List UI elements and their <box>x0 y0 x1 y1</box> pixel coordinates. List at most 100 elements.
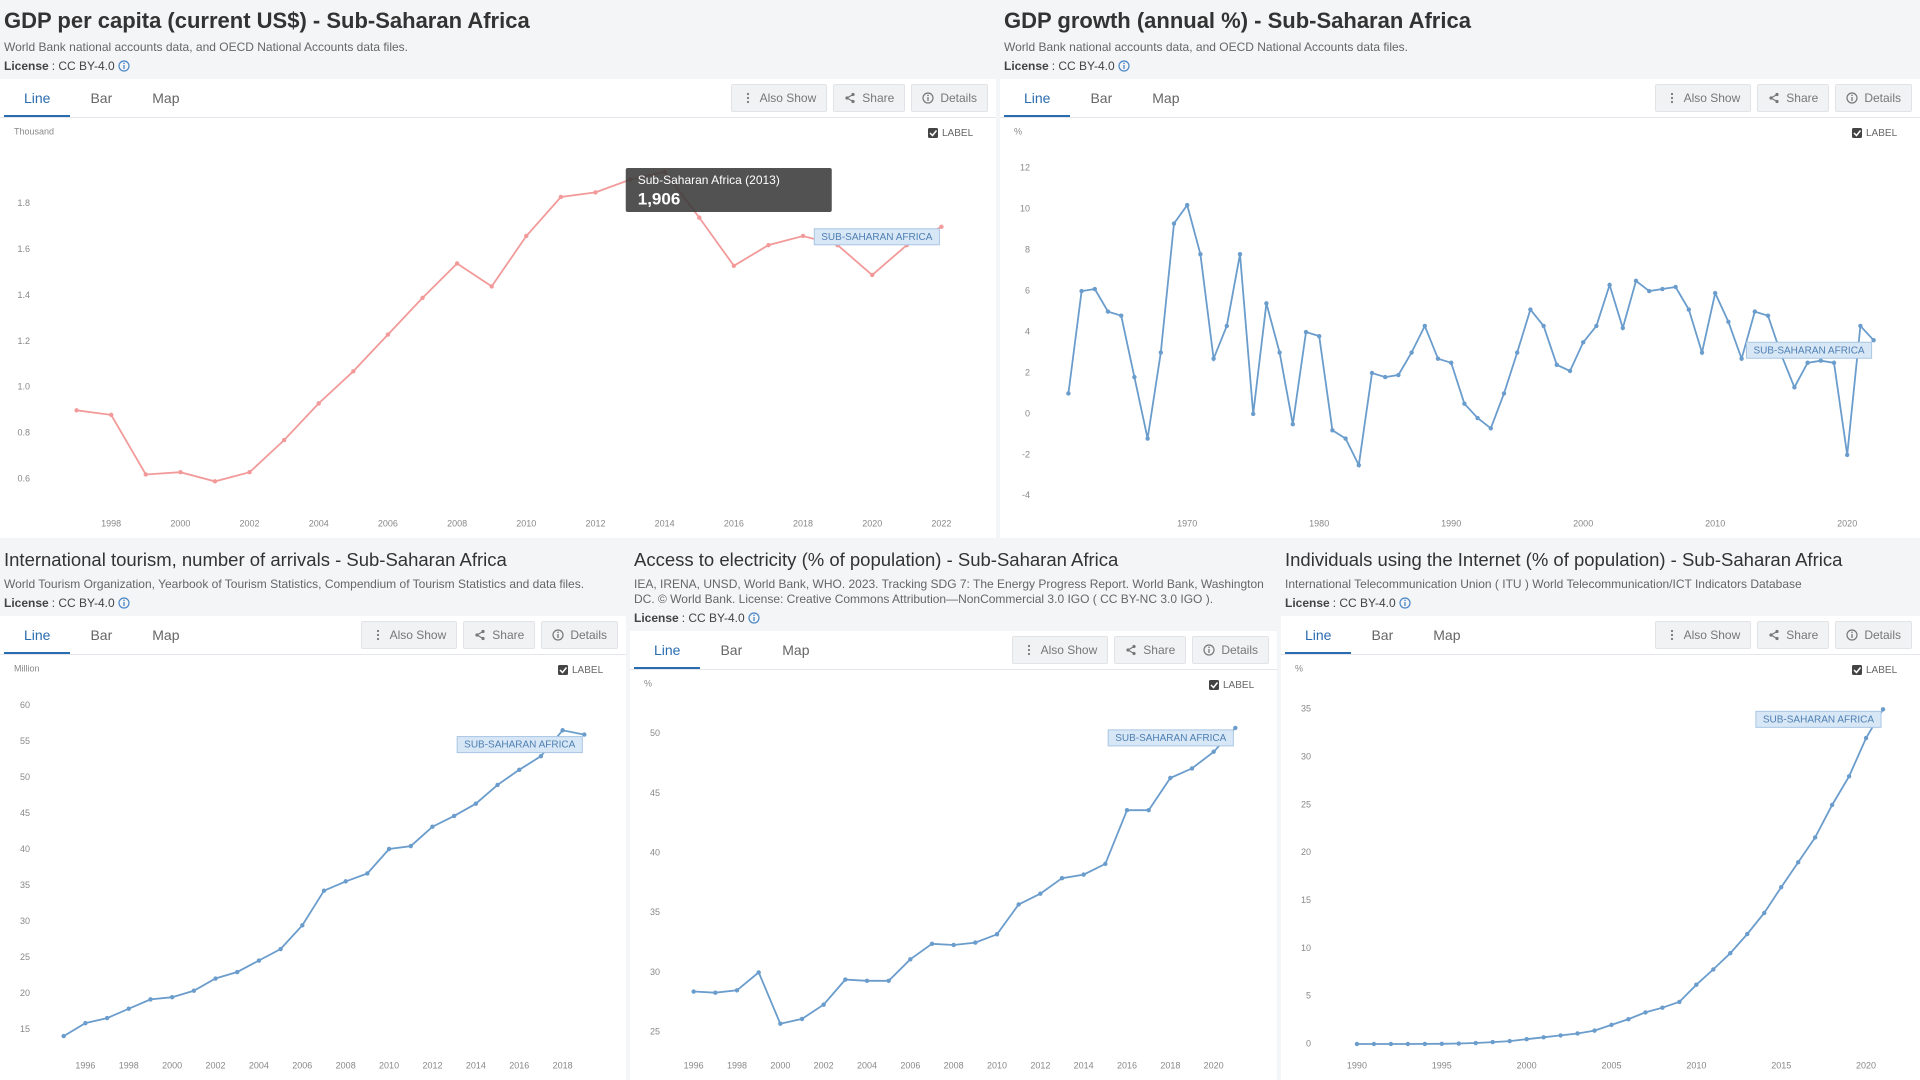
point <box>1620 325 1625 331</box>
toolbar: Line Bar Map Also Show Share Details <box>0 79 996 118</box>
point <box>1422 323 1427 329</box>
toolbar-button[interactable]: Share <box>1114 636 1187 664</box>
chart-tab[interactable]: Bar <box>720 642 743 658</box>
dot <box>1132 651 1136 656</box>
dot <box>1027 648 1030 652</box>
toolbar-button[interactable]: Details <box>1835 621 1912 649</box>
point <box>1405 1041 1411 1047</box>
y-tick-label: 1.4 <box>17 290 30 300</box>
point <box>1575 1031 1580 1036</box>
chart-tab[interactable]: Bar <box>1371 627 1394 643</box>
series-label-text: SUB-SAHARAN AFRICA <box>1753 345 1864 356</box>
point <box>538 753 544 759</box>
point <box>1711 967 1716 972</box>
button-label: Share <box>1786 91 1819 105</box>
chart-title: GDP per capita (current US$) - Sub-Sahar… <box>4 8 530 33</box>
toolbar-button[interactable]: Details <box>1192 636 1269 664</box>
chart-tab[interactable]: Line <box>4 79 71 117</box>
toolbar-button[interactable]: Details <box>911 84 988 112</box>
x-tick-label: 2012 <box>585 518 605 528</box>
panel-header: GDP per capita (current US$) - Sub-Sahar… <box>0 0 996 79</box>
chart-tab[interactable]: Line <box>634 631 701 669</box>
license-value: : CC BY-4.0 <box>51 596 115 610</box>
x-tick-label: 2014 <box>1074 1060 1094 1070</box>
check <box>929 130 938 137</box>
share-icon <box>845 92 855 104</box>
button-label: Also Show <box>1040 643 1098 657</box>
point <box>1792 385 1797 390</box>
point <box>385 332 391 337</box>
chart-tab[interactable]: Line <box>4 616 71 654</box>
point <box>1224 323 1229 329</box>
toolbar-button[interactable]: Also Show <box>1011 636 1109 664</box>
x-tick-label: 1998 <box>119 1060 139 1070</box>
label-toggle[interactable]: LABEL <box>1852 128 1898 139</box>
point <box>1303 329 1309 335</box>
point <box>691 989 696 994</box>
toolbar-button[interactable]: Also Show <box>1654 621 1752 649</box>
point <box>1369 370 1375 376</box>
chart-tab[interactable]: Bar <box>1090 90 1113 106</box>
point <box>454 261 460 266</box>
chart-tab[interactable]: Line <box>1004 79 1071 117</box>
dot <box>1775 99 1779 104</box>
point <box>1330 428 1335 433</box>
toolbar-button[interactable]: Also Show <box>1654 84 1752 112</box>
share-icon <box>1126 644 1136 656</box>
label-toggle[interactable]: LABEL <box>928 128 974 139</box>
checkbox <box>928 128 938 138</box>
license-label: License <box>1004 59 1049 73</box>
point <box>1103 861 1108 867</box>
chart-tab[interactable]: Line <box>1285 616 1352 654</box>
point <box>1473 1040 1478 1046</box>
y-tick-label: 0.6 <box>17 473 30 483</box>
series-label-box <box>456 736 583 754</box>
dot <box>746 96 749 100</box>
point <box>212 479 218 484</box>
point <box>1713 290 1718 296</box>
x-tick-label: 2008 <box>944 1060 964 1070</box>
x-tick-label: 2018 <box>553 1060 573 1070</box>
toolbar-button[interactable]: Also Show <box>730 84 828 112</box>
chart-tab[interactable]: Map <box>1433 627 1461 643</box>
toolbar-button[interactable]: Also Show <box>360 621 458 649</box>
chart-tab[interactable]: Map <box>1152 90 1180 106</box>
point <box>558 194 564 200</box>
ring <box>118 597 130 609</box>
point <box>1594 323 1599 329</box>
toolbar-button[interactable]: Details <box>541 621 618 649</box>
label-toggle[interactable]: LABEL <box>1209 680 1255 691</box>
chart-tab[interactable]: Map <box>152 90 180 106</box>
y-tick-label: 12 <box>1020 163 1030 173</box>
point <box>169 995 175 1000</box>
label-toggle[interactable]: LABEL <box>1852 665 1898 676</box>
point <box>1673 284 1678 290</box>
toolbar-button[interactable]: Share <box>1757 621 1830 649</box>
chart-tab[interactable]: Bar <box>90 627 113 643</box>
point <box>1677 999 1682 1005</box>
point <box>126 1006 131 1011</box>
point <box>213 976 218 981</box>
toolbar-button[interactable]: Share <box>463 621 536 649</box>
toolbar-button[interactable]: Details <box>1835 84 1912 112</box>
point <box>1388 1041 1394 1047</box>
toolbar-button[interactable]: Share <box>833 84 906 112</box>
label-toggle[interactable]: LABEL <box>558 665 604 676</box>
button-label: Also Show <box>389 628 447 642</box>
info-icon <box>1846 629 1858 641</box>
dot <box>746 92 749 96</box>
point <box>1456 1041 1461 1046</box>
point <box>83 1020 88 1026</box>
button-label: Also Show <box>759 91 817 105</box>
dot <box>1851 631 1854 634</box>
chart-tab[interactable]: Map <box>152 627 180 643</box>
toolbar-button[interactable]: Share <box>1757 84 1830 112</box>
point <box>1251 411 1256 417</box>
chart-tab[interactable]: Map <box>782 642 810 658</box>
point <box>1554 362 1559 368</box>
point <box>143 472 148 477</box>
x-tick-label: 1990 <box>1347 1060 1367 1070</box>
share-icon <box>1769 629 1779 641</box>
point <box>1845 452 1850 458</box>
chart-tab[interactable]: Bar <box>90 90 113 106</box>
